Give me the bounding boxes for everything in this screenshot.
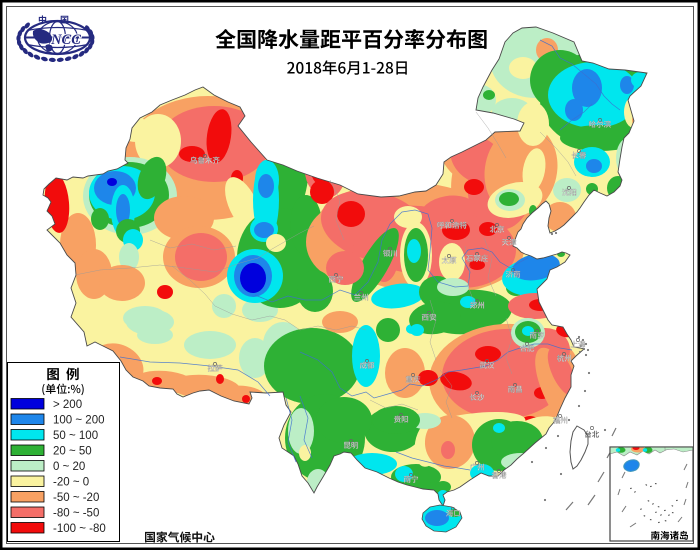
svg-text:-20 ~ 0: -20 ~ 0: [53, 477, 89, 489]
svg-text:-100 ~ -80: -100 ~ -80: [53, 523, 106, 535]
svg-text:NCC: NCC: [50, 32, 81, 48]
svg-text:-50 ~ -20: -50 ~ -20: [53, 492, 99, 504]
svg-text:-80 ~ -50: -80 ~ -50: [53, 508, 99, 520]
svg-text:100 ~ 200: 100 ~ 200: [53, 415, 104, 427]
svg-text:> 200: > 200: [53, 399, 82, 411]
svg-text:0 ~ 20: 0 ~ 20: [53, 461, 85, 473]
svg-text:50 ~ 100: 50 ~ 100: [53, 430, 98, 442]
svg-text:20 ~ 50: 20 ~ 50: [53, 446, 92, 458]
